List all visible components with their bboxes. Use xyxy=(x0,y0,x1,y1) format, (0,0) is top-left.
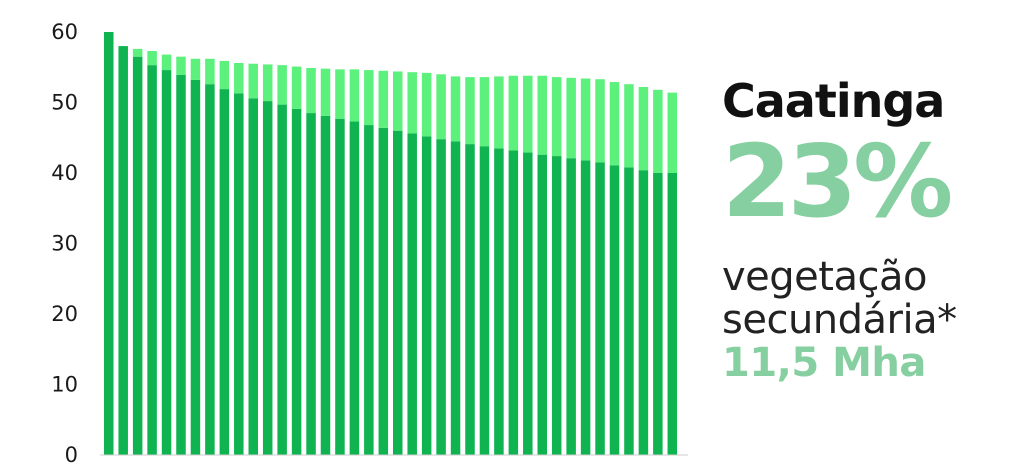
bar-primary xyxy=(262,101,273,455)
bar-secondary xyxy=(537,75,547,155)
bar-primary xyxy=(465,144,475,455)
secondary-vegetation-percent: 23% xyxy=(722,123,953,240)
bar-primary xyxy=(580,160,591,455)
description-line-2: secundária* xyxy=(722,297,957,344)
bar-secondary xyxy=(624,84,634,168)
summary-panel: Caatinga 23% vegetação secundária* 11,5 … xyxy=(722,78,1011,384)
bar-primary xyxy=(479,146,490,455)
bar-primary xyxy=(161,70,172,455)
bar-secondary xyxy=(609,82,620,166)
bar-secondary xyxy=(190,58,201,80)
y-axis: 0 10 20 30 40 50 60 xyxy=(51,20,78,465)
bar-primary xyxy=(609,165,620,455)
bar-primary xyxy=(205,84,215,456)
bar-primary xyxy=(320,115,331,456)
bar-primary xyxy=(523,152,533,455)
bar-secondary xyxy=(580,78,591,161)
area-value: 11,5 Mha xyxy=(722,340,926,387)
bar-primary xyxy=(219,89,230,455)
bar-primary xyxy=(638,170,649,455)
bar-secondary xyxy=(364,70,374,126)
bar-secondary xyxy=(277,65,287,105)
bars xyxy=(104,32,678,456)
bar-primary xyxy=(421,136,432,455)
bar-primary xyxy=(248,98,258,456)
bar-primary xyxy=(667,173,678,455)
bar-secondary xyxy=(508,75,519,151)
bar-secondary xyxy=(436,74,446,140)
bar-primary xyxy=(349,121,360,455)
region-title: Caatinga xyxy=(722,74,945,128)
bar-secondary xyxy=(523,75,533,153)
y-tick-label: 50 xyxy=(51,91,78,115)
bar-secondary xyxy=(291,66,302,109)
y-tick-label: 10 xyxy=(51,373,78,397)
bar-secondary xyxy=(494,76,504,149)
y-tick-label: 60 xyxy=(51,20,78,44)
bar-secondary xyxy=(638,86,649,171)
bar-secondary xyxy=(248,63,258,99)
bar-secondary xyxy=(479,77,490,147)
bar-primary xyxy=(132,56,143,456)
bar-secondary xyxy=(465,77,475,145)
bar-secondary xyxy=(349,69,360,122)
bar-secondary xyxy=(176,56,186,76)
bar-secondary xyxy=(378,70,389,128)
bar-secondary xyxy=(421,72,432,137)
bar-primary xyxy=(306,113,316,455)
bar-primary xyxy=(653,173,663,455)
y-tick-label: 20 xyxy=(51,302,78,326)
bar-primary xyxy=(566,158,576,455)
bar-secondary xyxy=(132,48,143,57)
bar-secondary xyxy=(667,92,678,173)
bar-secondary xyxy=(335,69,345,119)
bar-primary xyxy=(176,75,186,455)
bar-primary xyxy=(147,65,157,455)
bar-secondary xyxy=(234,63,244,94)
bar-primary xyxy=(537,154,547,456)
bar-primary xyxy=(277,104,287,456)
bar-secondary xyxy=(161,54,172,71)
bar-primary xyxy=(190,79,201,455)
bar-primary xyxy=(407,133,417,455)
bar-primary xyxy=(624,167,634,456)
y-tick-label: 0 xyxy=(65,443,78,465)
bar-secondary xyxy=(219,60,230,90)
stacked-bar-chart: 0 10 20 30 40 50 60 xyxy=(51,20,688,465)
bar-secondary xyxy=(407,72,417,134)
bar-primary xyxy=(364,125,374,455)
bar-secondary xyxy=(551,77,562,157)
bar-primary xyxy=(595,162,605,456)
y-tick-label: 40 xyxy=(51,161,78,185)
bar-secondary xyxy=(205,58,215,85)
y-tick-label: 30 xyxy=(51,232,78,256)
bar-primary xyxy=(450,141,461,455)
bar-secondary xyxy=(320,68,331,116)
bar-secondary xyxy=(566,77,576,159)
bar-secondary xyxy=(595,79,605,163)
bar-primary xyxy=(436,139,446,455)
bar-primary xyxy=(118,46,128,455)
bar-primary xyxy=(234,93,244,456)
bar-secondary xyxy=(653,89,663,173)
description-line-1: vegetação xyxy=(722,254,927,300)
bar-primary xyxy=(291,108,302,455)
bar-primary xyxy=(508,150,519,455)
bar-secondary xyxy=(262,64,273,102)
bar-secondary xyxy=(147,51,157,66)
bar-primary xyxy=(393,130,403,455)
bar-primary xyxy=(494,148,504,455)
bar-primary xyxy=(335,118,345,455)
bar-secondary xyxy=(306,67,316,114)
bar-primary xyxy=(104,32,114,455)
bar-secondary xyxy=(450,76,461,142)
bar-secondary xyxy=(393,71,403,131)
bar-primary xyxy=(551,156,562,455)
description: vegetação secundária* xyxy=(722,254,1011,344)
bar-primary xyxy=(378,127,389,455)
